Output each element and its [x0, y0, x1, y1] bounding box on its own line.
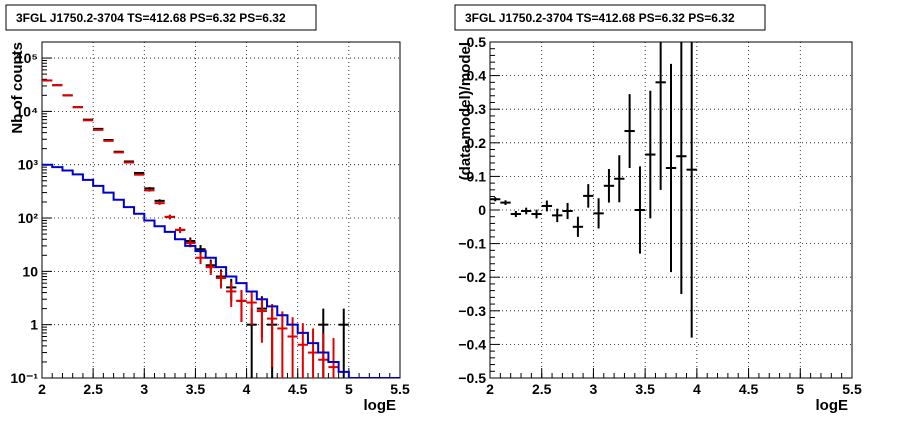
title-box — [5, 4, 317, 31]
x-tick-label: 2 — [486, 381, 494, 397]
y-axis-title: (data-model)/model — [457, 42, 474, 180]
x-tick-label: 5 — [345, 381, 353, 397]
y-tick-label: 10⁻¹ — [10, 370, 38, 386]
x-axis-title: logE — [364, 397, 397, 414]
x-tick-label: 3 — [590, 381, 598, 397]
y-tick-label: 10² — [18, 210, 39, 226]
y-tick-label: −0.5 — [458, 370, 486, 386]
data-layer — [42, 79, 400, 378]
x-tick-label: 3.5 — [186, 381, 206, 397]
y-tick-label: 10⁵ — [16, 50, 38, 66]
chart-title: 3FGL J1750.2-3704 TS=412.68 PS=6.32 PS=6… — [16, 11, 286, 25]
x-tick-label: 4.5 — [288, 381, 308, 397]
x-tick-label: 5.5 — [390, 381, 410, 397]
x-tick-label: 4 — [693, 381, 701, 397]
x-tick-label: 3 — [140, 381, 148, 397]
plot-frame — [41, 41, 401, 379]
y-tick-label: 0.5 — [467, 34, 487, 50]
y-tick-label: 0 — [478, 202, 486, 218]
y-tick-label: 10⁴ — [16, 103, 39, 119]
data-layer — [490, 42, 697, 338]
x-tick-label: 5 — [796, 381, 804, 397]
x-tick-label: 4 — [243, 381, 251, 397]
chart-title: 3FGL J1750.2-3704 TS=412.68 PS=6.32 PS=6… — [465, 11, 735, 25]
title-box — [454, 4, 766, 31]
y-tick-label: 0.4 — [467, 68, 487, 84]
x-tick-label: 3.5 — [635, 381, 655, 397]
x-tick-label: 5.5 — [842, 381, 862, 397]
y-tick-label: −0.3 — [458, 303, 486, 319]
x-tick-label: 2 — [38, 381, 46, 397]
model-step-line — [42, 163, 400, 378]
y-tick-label: 1 — [30, 317, 38, 333]
x-axis-title: logE — [816, 397, 849, 414]
x-tick-label: 2.5 — [532, 381, 552, 397]
y-axis-title: Nb of counts — [9, 42, 26, 134]
y-tick-label: 10 — [22, 263, 38, 279]
y-tick-label: 10³ — [18, 157, 39, 173]
x-tick-label: 4.5 — [739, 381, 759, 397]
y-tick-label: 0.2 — [467, 135, 487, 151]
chart-panel-1: 3FGL J1750.2-3704 TS=412.68 PS=6.32 PS=6… — [5, 4, 410, 414]
y-tick-label: 0.3 — [467, 101, 487, 117]
x-tick-label: 2.5 — [83, 381, 103, 397]
y-tick-label: 0.1 — [467, 168, 487, 184]
y-tick-label: −0.2 — [458, 269, 486, 285]
y-tick-label: −0.4 — [458, 336, 486, 352]
y-tick-label: −0.1 — [458, 236, 486, 252]
chart-panel-2: 3FGL J1750.2-3704 TS=412.68 PS=6.32 PS=6… — [454, 4, 862, 414]
